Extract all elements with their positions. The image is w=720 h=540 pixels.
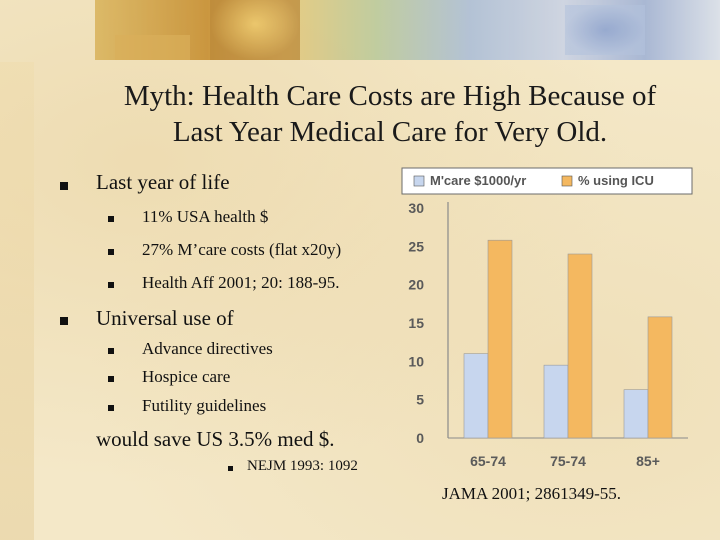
slide-title: Myth: Health Care Costs are High Because… (80, 78, 700, 150)
sub-bullet-text: Advance directives (142, 339, 273, 358)
y-tick-label: 25 (408, 238, 424, 254)
title-line-2: Last Year Medical Care for Very Old. (172, 116, 608, 148)
bar-mcare (543, 364, 569, 439)
reference-nejm: NEJM 1993: 1092 (247, 458, 358, 474)
sub-bullet-square-icon (108, 376, 114, 382)
decorative-banner (95, 0, 720, 60)
bar-icu (487, 239, 513, 439)
sub-bullet-text: 11% USA health $ (142, 207, 269, 226)
bar-mcare (463, 353, 489, 439)
y-tick-label: 30 (408, 200, 424, 216)
y-tick-label: 0 (416, 430, 424, 446)
bullet-last-year-of-life: Last year of life (96, 170, 230, 194)
leaf-decoration (565, 5, 645, 55)
legend-swatch (413, 175, 425, 187)
y-tick-label: 20 (408, 277, 424, 293)
bar-chart: M'care $1000/yr % using ICU 0 5 10 15 20 25 30 65… (401, 167, 693, 469)
sub-bullet-square-icon (108, 348, 114, 354)
leaf-decoration (115, 35, 190, 60)
x-tick-label: 75-74 (550, 453, 586, 469)
sub-bullet-square-icon (108, 216, 114, 222)
y-tick-label: 15 (408, 315, 424, 331)
sub-bullet-text: Hospice care (142, 367, 231, 386)
sub-bullet-text: Health Aff 2001; 20: 188-95. (142, 273, 340, 292)
ref-bullet-square-icon (228, 466, 233, 471)
y-tick-label: 10 (408, 353, 424, 369)
sub-bullet-text: 27% M’care costs (flat x20y) (142, 240, 342, 259)
chart-citation: JAMA 2001; 2861349-55. (442, 484, 621, 503)
bullet-square-icon (60, 182, 68, 190)
y-tick-label: 5 (416, 392, 424, 408)
leaf-decoration (210, 0, 300, 60)
bar-icu (567, 253, 593, 439)
chart-legend (401, 167, 693, 195)
savings-statement: would save US 3.5% med $. (96, 427, 335, 451)
bullet-square-icon (60, 317, 68, 325)
bar-mcare (623, 389, 649, 439)
bar-icu (647, 316, 673, 439)
title-line-1: Myth: Health Care Costs are High Because… (123, 80, 657, 112)
legend-label: M'care $1000/yr (430, 173, 526, 188)
x-tick-label: 65-74 (470, 453, 506, 469)
bullet-universal-use: Universal use of (96, 306, 234, 330)
left-edge-decoration (0, 62, 34, 540)
sub-bullet-square-icon (108, 249, 114, 255)
sub-bullet-text: Futility guidelines (142, 396, 267, 415)
sub-bullet-square-icon (108, 405, 114, 411)
legend-label: % using ICU (578, 173, 654, 188)
sub-bullet-square-icon (108, 282, 114, 288)
x-tick-label: 85+ (636, 453, 660, 469)
legend-swatch (561, 175, 573, 187)
